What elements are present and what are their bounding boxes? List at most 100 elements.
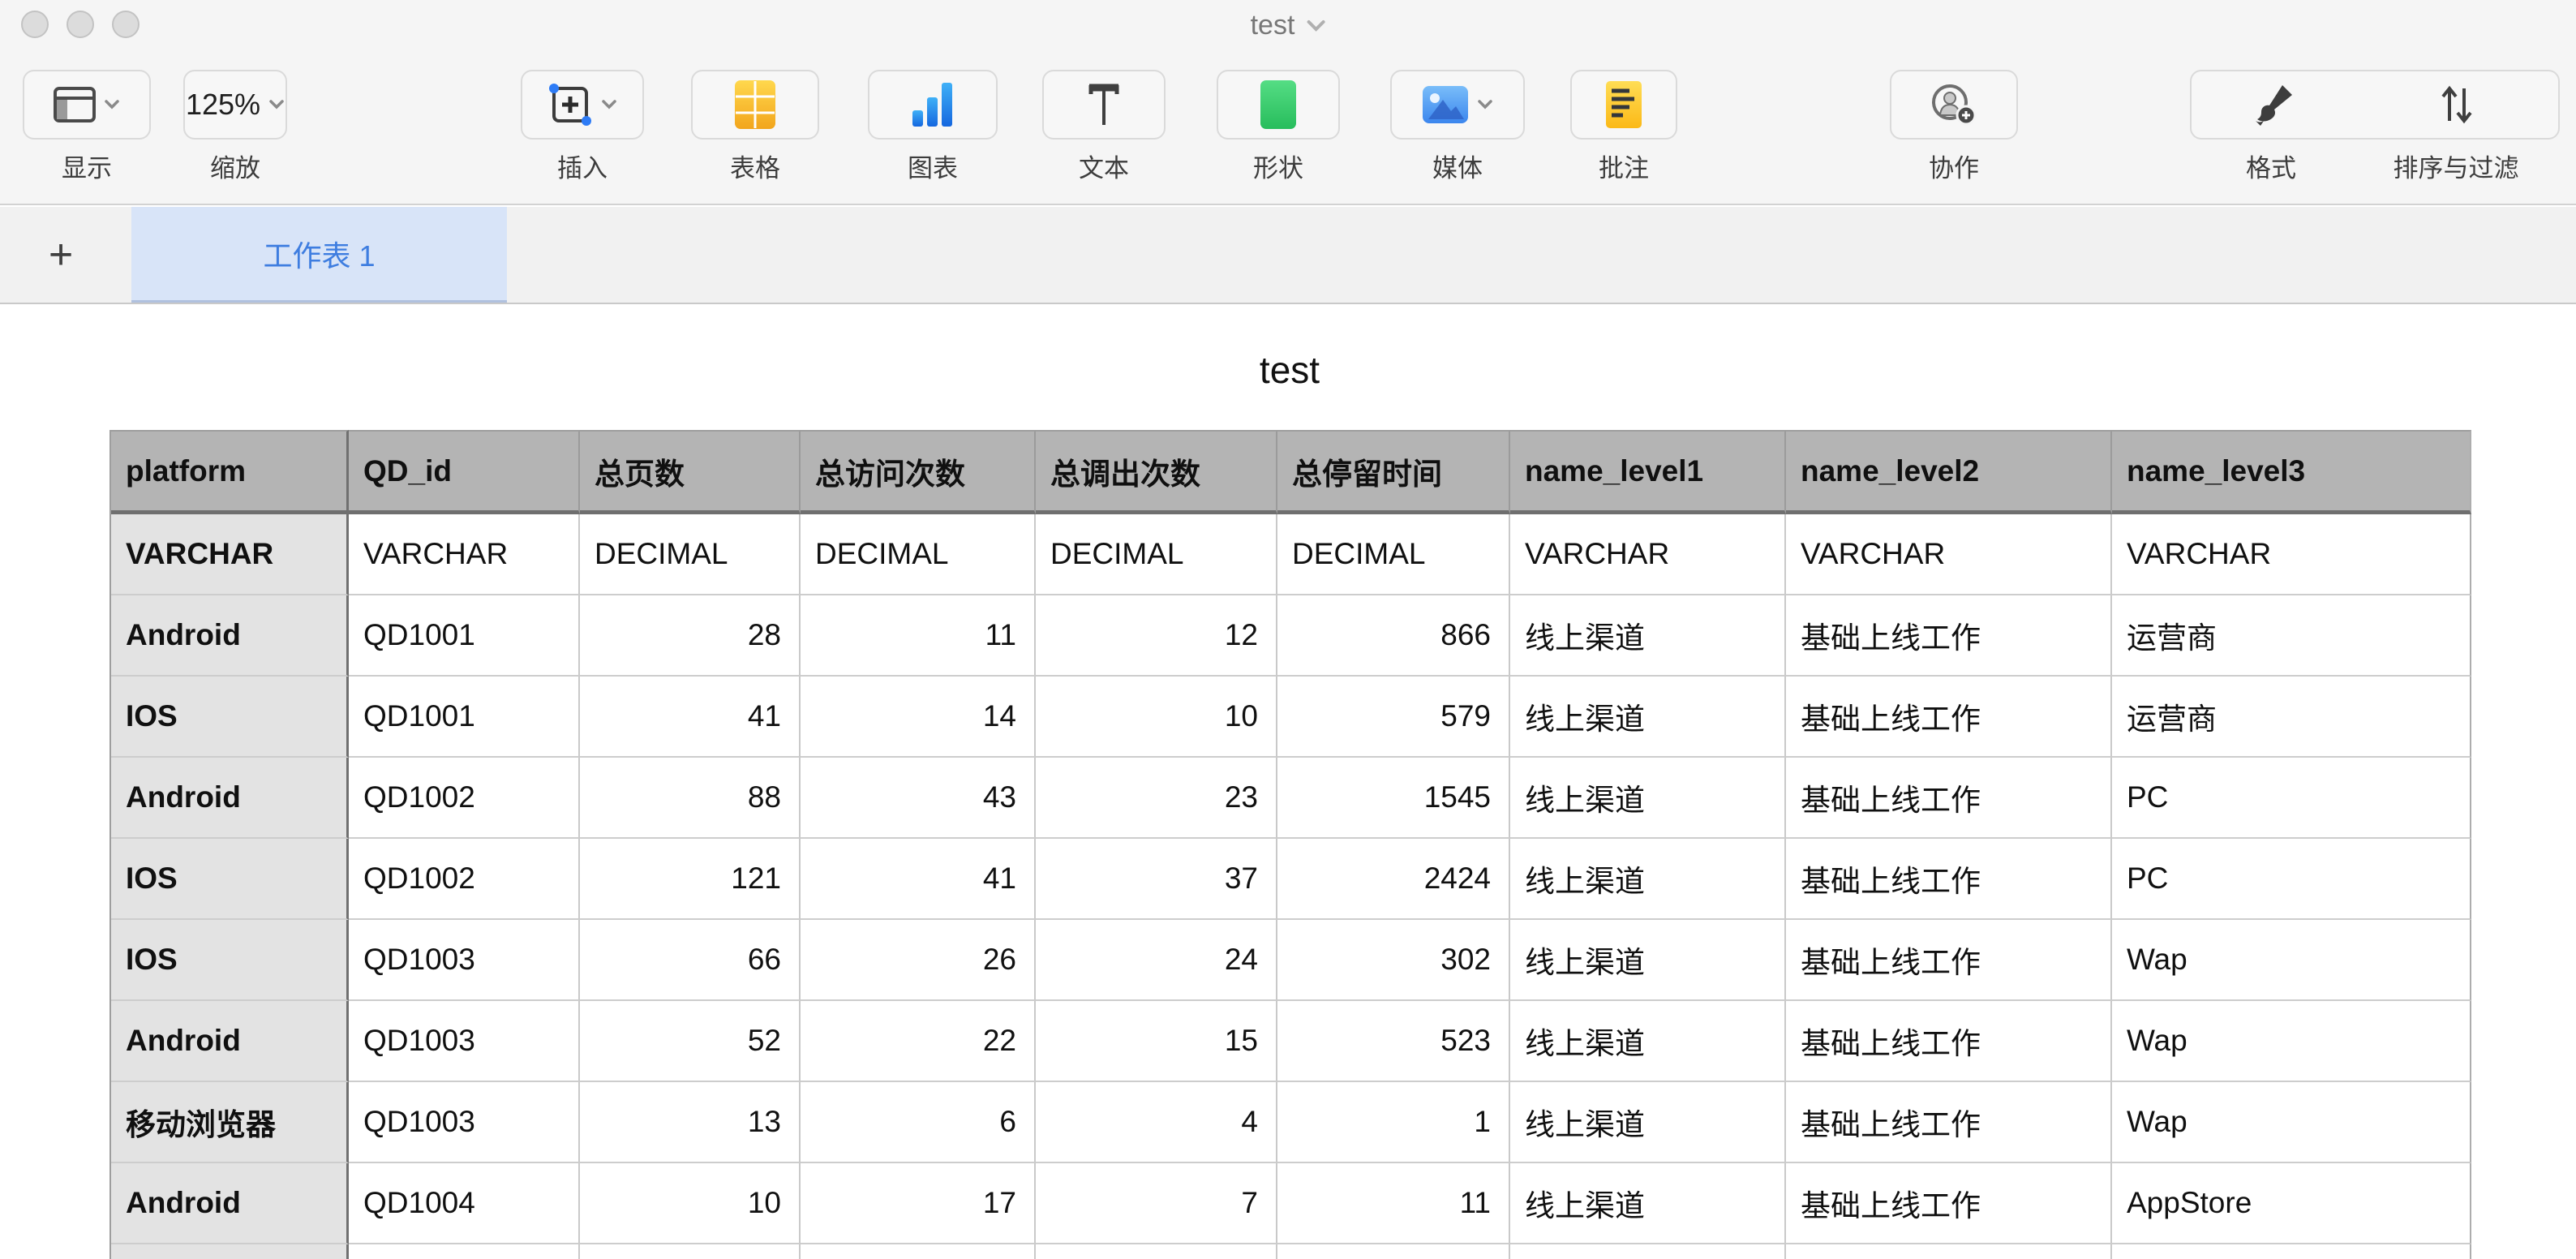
collaborate-button[interactable] [1890,70,2018,140]
table-cell[interactable]: QD1003 [349,1001,580,1082]
table-cell[interactable] [111,1244,349,1259]
table-cell[interactable]: 基础上线工作 [1786,1082,2112,1163]
table-cell[interactable]: Android [111,595,349,677]
table-cell[interactable]: 41 [801,839,1036,920]
type-cell[interactable]: DECIMAL [801,514,1036,595]
table-cell[interactable]: 线上渠道 [1510,1163,1786,1244]
table-cell[interactable]: 基础上线工作 [1786,920,2112,1001]
table-cell[interactable]: PC [2112,839,2471,920]
table-cell[interactable]: QD1003 [349,920,580,1001]
table-cell[interactable]: Android [111,1001,349,1082]
fullscreen-button[interactable] [112,11,140,38]
table-cell[interactable]: 线上渠道 [1510,920,1786,1001]
table-cell[interactable]: 基础上线工作 [1786,1001,2112,1082]
comment-button[interactable] [1570,70,1677,140]
table-cell[interactable]: Wap [2112,1082,2471,1163]
table-cell[interactable] [1786,1244,2112,1259]
table-cell[interactable] [349,1244,580,1259]
column-header[interactable]: name_level3 [2112,430,2471,514]
type-cell[interactable]: VARCHAR [1510,514,1786,595]
type-cell[interactable]: VARCHAR [111,514,349,595]
table-cell[interactable]: PC [2112,758,2471,839]
type-cell[interactable]: VARCHAR [1786,514,2112,595]
table-cell[interactable]: 41 [580,677,801,758]
table-cell[interactable]: 1545 [1277,758,1510,839]
column-header[interactable]: QD_id [349,430,580,514]
table-cell[interactable]: 7 [1036,1163,1277,1244]
type-cell[interactable]: VARCHAR [349,514,580,595]
table-cell[interactable]: 579 [1277,677,1510,758]
table-cell[interactable]: 基础上线工作 [1786,677,2112,758]
table-cell[interactable]: 6 [801,1082,1036,1163]
table-cell[interactable]: 17 [801,1163,1036,1244]
table-cell[interactable] [580,1244,801,1259]
table-cell[interactable]: 302 [1277,920,1510,1001]
table-cell[interactable]: 26 [801,920,1036,1001]
table-cell[interactable]: 线上渠道 [1510,839,1786,920]
type-cell[interactable]: DECIMAL [1277,514,1510,595]
type-cell[interactable]: DECIMAL [580,514,801,595]
table-cell[interactable]: IOS [111,839,349,920]
table-cell[interactable]: 运营商 [2112,595,2471,677]
table-button[interactable] [691,70,819,140]
window-title[interactable]: test [1251,10,1326,41]
table-cell[interactable]: 24 [1036,920,1277,1001]
column-header[interactable]: 总调出次数 [1036,430,1277,514]
table-cell[interactable]: 22 [801,1001,1036,1082]
table-cell[interactable]: 线上渠道 [1510,677,1786,758]
table-cell[interactable]: 10 [1036,677,1277,758]
table-cell[interactable] [1277,1244,1510,1259]
view-button[interactable] [23,70,151,140]
table-cell[interactable]: QD1001 [349,595,580,677]
add-sheet-button[interactable]: + [48,231,74,278]
sheet-tab-active[interactable]: 工作表 1 [131,207,507,303]
table-cell[interactable]: 23 [1036,758,1277,839]
column-header[interactable]: platform [111,430,349,514]
sort-filter-button[interactable] [2354,71,2558,138]
table-cell[interactable]: 基础上线工作 [1786,839,2112,920]
table-cell[interactable]: QD1002 [349,839,580,920]
table-cell[interactable]: QD1001 [349,677,580,758]
table-title[interactable]: test [1259,349,1320,391]
table-cell[interactable] [1036,1244,1277,1259]
table-cell[interactable]: QD1002 [349,758,580,839]
table-cell[interactable]: 基础上线工作 [1786,595,2112,677]
table-cell[interactable]: AppStore [2112,1163,2471,1244]
table-cell[interactable]: IOS [111,920,349,1001]
table-cell[interactable]: 523 [1277,1001,1510,1082]
table-cell[interactable]: 线上渠道 [1510,1001,1786,1082]
chart-button[interactable] [868,70,998,140]
type-cell[interactable]: VARCHAR [2112,514,2471,595]
table-cell[interactable]: Wap [2112,920,2471,1001]
table-cell[interactable]: 866 [1277,595,1510,677]
table-cell[interactable] [1510,1244,1786,1259]
table-cell[interactable]: Android [111,1163,349,1244]
table-cell[interactable]: 4 [1036,1082,1277,1163]
table-cell[interactable]: 1 [1277,1082,1510,1163]
insert-button[interactable] [521,70,644,140]
minimize-button[interactable] [67,11,94,38]
table-cell[interactable] [801,1244,1036,1259]
table-cell[interactable]: QD1003 [349,1082,580,1163]
table-cell[interactable]: 基础上线工作 [1786,1163,2112,1244]
table-cell[interactable]: 52 [580,1001,801,1082]
column-header[interactable]: name_level1 [1510,430,1786,514]
zoom-button[interactable]: 125% [183,70,287,140]
table-cell[interactable]: 12 [1036,595,1277,677]
table-cell[interactable]: 88 [580,758,801,839]
type-cell[interactable]: DECIMAL [1036,514,1277,595]
table-cell[interactable]: 线上渠道 [1510,1082,1786,1163]
column-header[interactable]: name_level2 [1786,430,2112,514]
shape-button[interactable] [1217,70,1340,140]
table-cell[interactable]: 66 [580,920,801,1001]
table-cell[interactable]: 10 [580,1163,801,1244]
column-header[interactable]: 总页数 [580,430,801,514]
column-header[interactable]: 总访问次数 [801,430,1036,514]
table-cell[interactable]: 28 [580,595,801,677]
table-cell[interactable]: 线上渠道 [1510,758,1786,839]
table-cell[interactable]: Android [111,758,349,839]
table-cell[interactable]: 13 [580,1082,801,1163]
table-cell[interactable]: 37 [1036,839,1277,920]
table-cell[interactable]: 11 [801,595,1036,677]
table-cell[interactable]: 121 [580,839,801,920]
